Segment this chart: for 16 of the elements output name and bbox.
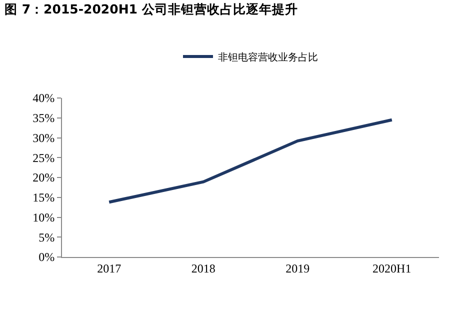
legend-label: 非钽电容营收业务占比 xyxy=(218,51,318,64)
x-tick-label: 2018 xyxy=(191,261,216,276)
y-tick-label: 35% xyxy=(32,111,55,126)
y-tick-label: 15% xyxy=(32,190,55,205)
chart-title: 图 7：2015-2020H1 公司非钽营收占比逐年提升 xyxy=(4,2,298,17)
line-series xyxy=(108,118,394,204)
y-tick-label: 25% xyxy=(32,150,55,165)
x-tick-label: 2019 xyxy=(286,261,310,276)
x-tick-label: 2017 xyxy=(97,261,122,276)
y-tick-label: 40% xyxy=(32,91,55,106)
y-tick-label: 10% xyxy=(32,210,55,224)
x-tick-label: 2020H1 xyxy=(372,261,412,276)
y-tick-label: 30% xyxy=(32,130,55,145)
y-tick-label: 20% xyxy=(32,170,55,185)
y-tick-label: 5% xyxy=(38,230,55,244)
y-tick-label: 0% xyxy=(38,250,55,264)
